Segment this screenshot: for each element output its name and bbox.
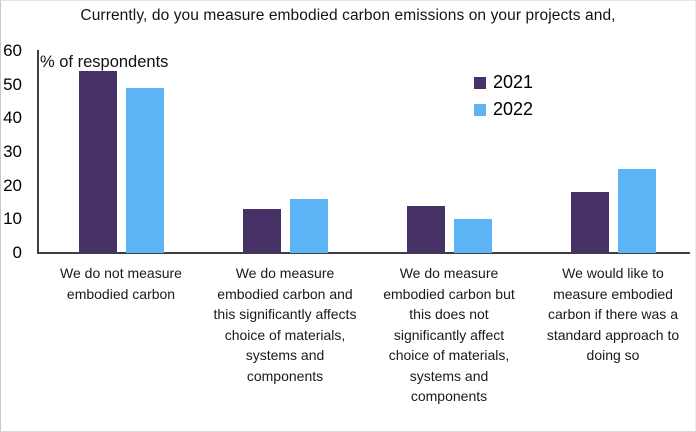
bar-2022-category-4	[617, 168, 656, 253]
y-tick-30: 30	[3, 142, 22, 161]
legend-label-2021: 2021	[493, 72, 534, 92]
legend-item-2021: 2021	[474, 69, 533, 96]
chart-title: Currently, do you measure embodied carbo…	[80, 7, 616, 24]
y-tick-10: 10	[3, 209, 22, 229]
bar-2021-category-1	[78, 71, 117, 253]
category-label-2: We do measure embodied carbon and this s…	[213, 265, 357, 384]
y-tick-40: 40	[3, 108, 22, 128]
legend-swatch-2021	[474, 76, 486, 89]
chart-legend: 2021 2022	[474, 69, 533, 123]
y-tick-60: 60	[3, 41, 22, 60]
legend-item-2022: 2022	[474, 96, 533, 123]
bar-2022-category-2	[289, 199, 328, 253]
bar-2021-category-3	[406, 205, 445, 253]
bar-2021-category-4	[570, 192, 609, 253]
category-label-3: We do measure embodied carbon but this d…	[383, 265, 515, 404]
category-label-4: We would like to measure embodied carbon…	[546, 265, 680, 363]
y-tick-50: 50	[3, 74, 22, 94]
x-axis-line	[37, 252, 690, 254]
category-label-1: We do not measure embodied carbon	[60, 265, 182, 302]
legend-label-2022: 2022	[493, 99, 534, 119]
bar-2021-category-2	[242, 209, 281, 253]
legend-swatch-2022	[474, 103, 486, 116]
y-axis-line	[37, 50, 39, 253]
y-axis-unit-label: % of respondents	[40, 53, 169, 71]
bar-2022-category-3	[453, 219, 492, 253]
bar-2022-category-1	[125, 88, 164, 253]
y-tick-20: 20	[3, 175, 22, 195]
y-tick-0: 0	[12, 243, 22, 262]
